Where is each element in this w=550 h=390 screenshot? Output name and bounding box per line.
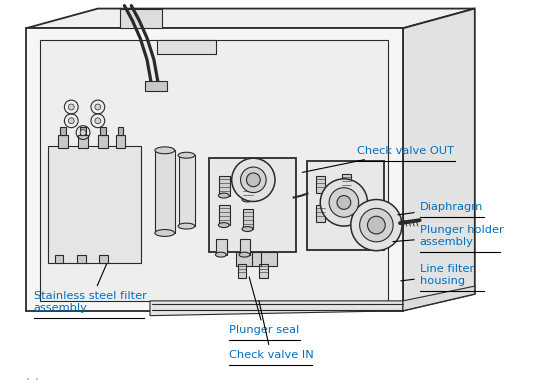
Bar [235, 252, 277, 266]
Bar [342, 204, 351, 220]
Bar [259, 264, 268, 278]
Circle shape [329, 188, 359, 217]
Polygon shape [40, 40, 388, 301]
Circle shape [95, 104, 101, 110]
Ellipse shape [178, 152, 195, 158]
Polygon shape [26, 9, 475, 28]
Text: · ·: · · [26, 373, 39, 387]
Text: Line filter
housing: Line filter housing [401, 264, 474, 286]
Text: Stainless steel filter
assembly: Stainless steel filter assembly [34, 264, 147, 313]
Bar [60, 127, 67, 135]
Bar [219, 206, 230, 225]
Bar [99, 255, 108, 264]
Circle shape [351, 200, 402, 251]
Bar [216, 239, 227, 255]
Bar [98, 135, 108, 148]
Circle shape [68, 118, 74, 124]
Polygon shape [403, 286, 475, 311]
Bar [219, 176, 230, 195]
Text: Check valve IN: Check valve IN [229, 301, 314, 360]
Circle shape [80, 129, 86, 136]
Bar [48, 146, 141, 262]
Ellipse shape [216, 252, 226, 257]
Text: Plunger seal: Plunger seal [229, 277, 299, 335]
Bar [157, 40, 216, 54]
Text: Plunger holder
assembly: Plunger holder assembly [393, 225, 503, 247]
Circle shape [232, 158, 275, 202]
Circle shape [337, 195, 351, 209]
Bar [155, 150, 174, 233]
Bar [209, 158, 296, 252]
Circle shape [68, 104, 74, 110]
Ellipse shape [155, 230, 174, 236]
Bar [316, 176, 325, 193]
Bar [78, 135, 88, 148]
Bar [100, 127, 106, 135]
Bar [238, 264, 246, 278]
Bar [54, 255, 63, 264]
Ellipse shape [242, 227, 253, 232]
Bar [80, 127, 86, 135]
Ellipse shape [242, 197, 253, 202]
Ellipse shape [178, 223, 195, 229]
Polygon shape [403, 9, 475, 311]
Bar [342, 174, 351, 191]
Polygon shape [150, 301, 403, 316]
Text: Diaphragm: Diaphragm [398, 202, 483, 215]
Circle shape [240, 167, 266, 193]
Bar [145, 82, 167, 91]
Circle shape [320, 179, 367, 226]
Text: Check valve OUT: Check valve OUT [302, 146, 454, 172]
Bar [316, 206, 325, 222]
Ellipse shape [218, 223, 229, 227]
Polygon shape [26, 28, 403, 311]
Ellipse shape [218, 193, 229, 198]
Bar [118, 127, 123, 135]
Polygon shape [120, 9, 162, 28]
Bar [243, 209, 254, 229]
Ellipse shape [155, 147, 174, 154]
Bar [77, 255, 86, 264]
Circle shape [367, 216, 385, 234]
Ellipse shape [239, 252, 250, 257]
Bar [116, 135, 125, 148]
Bar [240, 239, 250, 255]
Bar [179, 155, 195, 226]
Bar [243, 180, 254, 200]
Circle shape [246, 173, 260, 187]
Bar [58, 135, 68, 148]
Bar [307, 161, 384, 250]
Circle shape [360, 208, 393, 242]
Circle shape [95, 118, 101, 124]
